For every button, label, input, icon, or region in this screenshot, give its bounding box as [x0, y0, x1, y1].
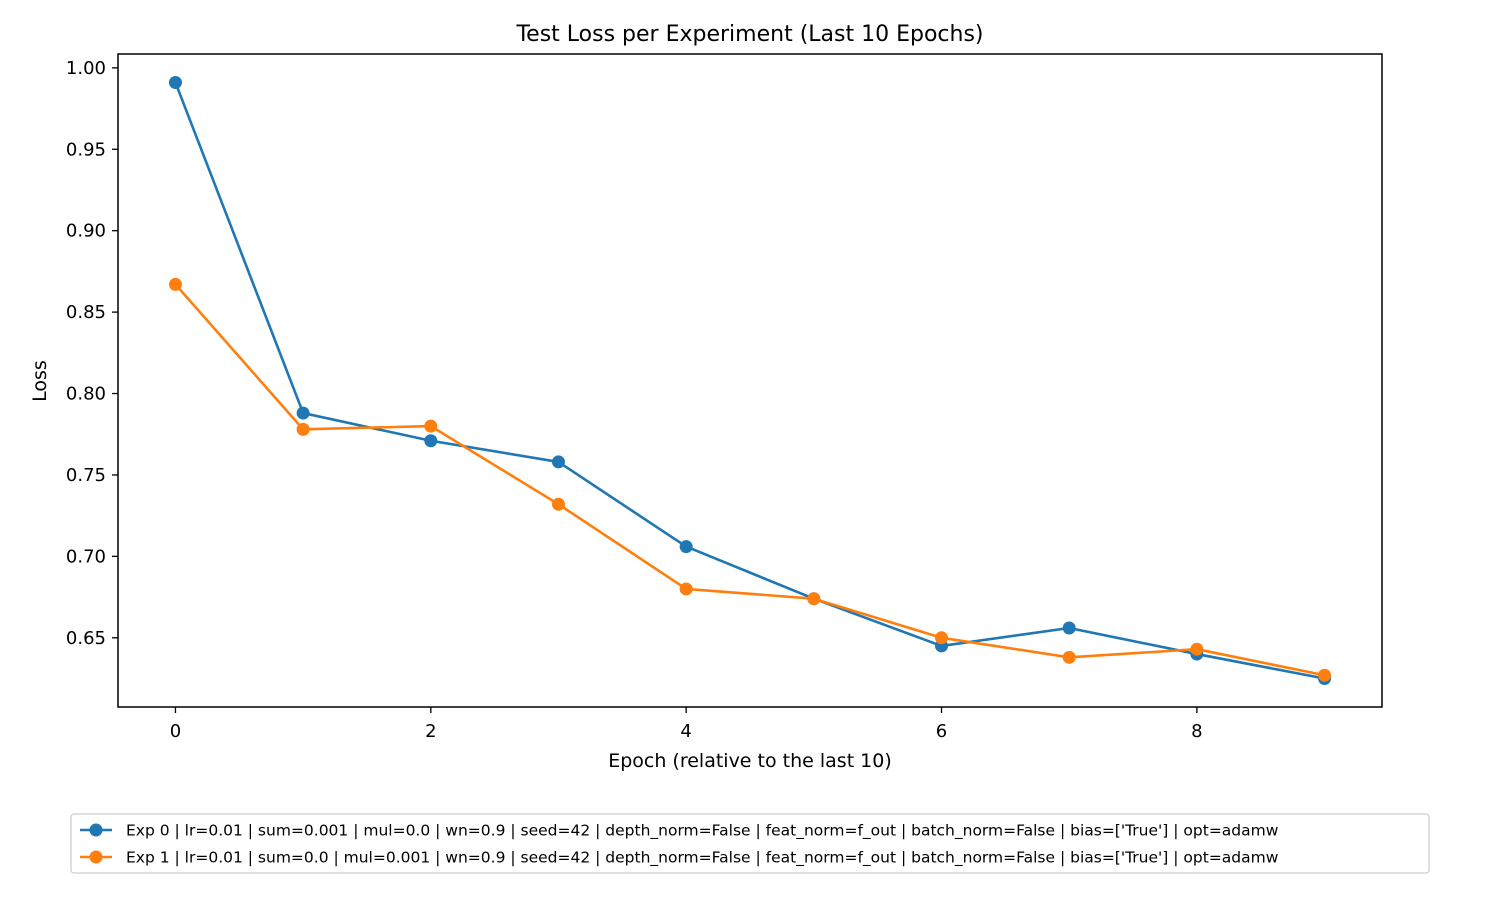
x-axis-label: Epoch (relative to the last 10) [608, 750, 892, 772]
series-0-point-1 [296, 406, 310, 420]
series-1-point-9 [1318, 668, 1332, 682]
legend-entry-1: Exp 1 | lr=0.01 | sum=0.0 | mul=0.001 | … [80, 849, 1279, 868]
legend-label-0: Exp 0 | lr=0.01 | sum=0.001 | mul=0.0 | … [126, 822, 1279, 841]
legend-entry-0: Exp 0 | lr=0.01 | sum=0.001 | mul=0.0 | … [80, 822, 1279, 841]
series-0-point-4 [679, 540, 693, 554]
axes-frame [117, 53, 1383, 708]
y-tick-label-3: 0.80 [66, 384, 106, 405]
plot-area: 0 2 4 6 8 0.65 0.70 0.75 0.80 0.85 0.90 0.95 1.00 [66, 53, 1383, 742]
legend: Exp 0 | lr=0.01 | sum=0.001 | mul=0.0 | … [70, 813, 1430, 874]
y-tick-label-4: 0.85 [66, 302, 106, 323]
y-tick-label-2: 0.75 [66, 465, 106, 486]
series-1-point-0 [168, 277, 182, 291]
y-axis-label: Loss [29, 360, 51, 402]
series-1-point-6 [935, 631, 949, 645]
legend-label-1: Exp 1 | lr=0.01 | sum=0.0 | mul=0.001 | … [126, 849, 1279, 868]
series-1-point-5 [807, 592, 821, 606]
series-1-point-1 [296, 422, 310, 436]
y-tick-label-7: 1.00 [66, 58, 106, 79]
series-1 [168, 277, 1332, 682]
y-tick-label-0: 0.65 [66, 628, 106, 649]
x-tick-label-3: 6 [936, 721, 947, 742]
chart-title: Test Loss per Experiment (Last 10 Epochs… [515, 22, 983, 47]
series-0-point-0 [168, 75, 182, 89]
y-tick-label-6: 0.95 [66, 139, 106, 160]
series-0-point-7 [1062, 621, 1076, 635]
x-tick-label-2: 4 [680, 721, 691, 742]
y-tick-label-5: 0.90 [66, 221, 106, 242]
x-tick-label-4: 8 [1191, 721, 1202, 742]
series-0-point-2 [424, 434, 438, 448]
x-tick-label-1: 2 [425, 721, 436, 742]
series-1-point-4 [679, 582, 693, 596]
x-tick-label-0: 0 [170, 721, 181, 742]
series-1-point-8 [1190, 642, 1204, 656]
series-1-point-3 [551, 497, 565, 511]
series-1-line [174, 283, 1325, 677]
series-1-point-2 [424, 419, 438, 433]
legend-marker-1 [89, 850, 103, 864]
series-0-line [174, 82, 1325, 680]
series-0-point-3 [551, 455, 565, 469]
y-tick-label-1: 0.70 [66, 546, 106, 567]
series-1-point-7 [1062, 650, 1076, 664]
legend-box [70, 813, 1430, 874]
legend-marker-0 [89, 823, 103, 837]
